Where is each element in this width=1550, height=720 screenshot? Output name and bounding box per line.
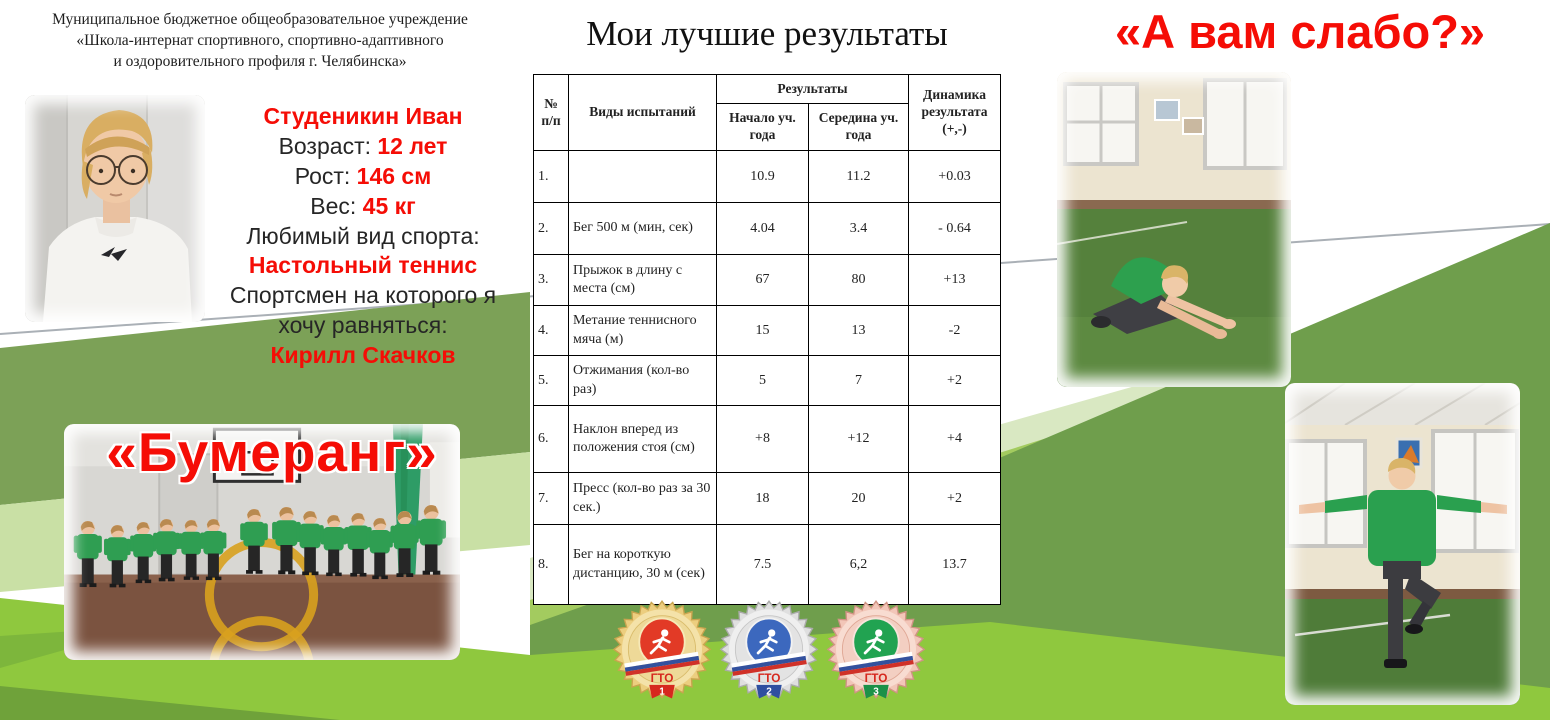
- cell-num: 6.: [533, 405, 569, 473]
- table-row: 2. Бег 500 м (мин, сек) 4.04 3.4- 0.64: [533, 202, 1001, 255]
- svg-text:ГТО: ГТО: [758, 671, 781, 685]
- col-header-results: Результаты: [716, 74, 909, 104]
- student-name: Студеникин Иван: [263, 103, 463, 129]
- cell-start: 4.04: [716, 202, 809, 255]
- runner-icon: [649, 629, 671, 655]
- photo-team-group: [64, 424, 460, 660]
- favorite-sport-label: Любимый вид спорта:: [246, 222, 480, 249]
- photo-student-portrait: [25, 95, 205, 322]
- cell-mid: 80: [808, 254, 909, 306]
- cell-num: 1.: [533, 150, 569, 203]
- school-name: Муниципальное бюджетное общеобразователь…: [52, 11, 468, 70]
- table-row: 4. Метание теннисного мяча (м) 15 13 -2: [533, 305, 1001, 356]
- idol-label: Спортсмен на которого я хочу равняться:: [229, 282, 497, 339]
- cell-num: 4.: [533, 305, 569, 356]
- cell-mid: 20: [808, 472, 909, 525]
- student-height: Рост: 146 см: [294, 162, 432, 189]
- cell-mid: 7: [808, 355, 909, 406]
- cell-dyn: +4: [908, 405, 1001, 473]
- cell-dyn: +0.03: [908, 150, 1001, 203]
- cell-start: 15: [716, 305, 809, 356]
- gto-medal-1: ГТО 1: [612, 600, 712, 706]
- svg-text:1: 1: [659, 686, 665, 697]
- cell-mid: 6,2: [808, 524, 909, 605]
- cell-mid: 13: [808, 305, 909, 356]
- svg-text:ГТО: ГТО: [865, 671, 888, 685]
- photo-stretch-exercise: [1057, 72, 1291, 387]
- table-row: 6. Наклон вперед из положения стоя (см) +8…: [533, 405, 1001, 473]
- cell-test: Наклон вперед из положения стоя (см): [568, 405, 717, 473]
- cell-start: 10.9: [716, 150, 809, 203]
- col-header-start: Начало уч. года: [716, 103, 809, 151]
- results-title: Мои лучшие результаты: [586, 14, 948, 53]
- cell-mid: +12: [808, 405, 909, 473]
- svg-text:2: 2: [766, 686, 772, 697]
- cell-test: [568, 150, 717, 203]
- col-header-test: Виды испытаний: [568, 74, 717, 151]
- cell-test: Прыжок в длину с места (см): [568, 254, 717, 306]
- table-row: 5. Отжимания (кол-во раз) 5 7 +2: [533, 355, 1001, 406]
- team-title: «Бумеранг»: [106, 421, 438, 483]
- col-header-mid: Середина уч. года: [808, 103, 909, 151]
- cell-num: 8.: [533, 524, 569, 605]
- cell-mid: 11.2: [808, 150, 909, 203]
- cell-start: 5: [716, 355, 809, 406]
- student-profile: Студеникин Иван Возраст: 12 лет Рост: 14…: [212, 102, 514, 371]
- svg-text:ГТО: ГТО: [651, 671, 674, 685]
- table-row: 7. Пресс (кол-во раз за 30 сек.) 18 20 +2: [533, 472, 1001, 525]
- cell-dyn: -2: [908, 305, 1001, 356]
- cell-dyn: +2: [908, 472, 1001, 525]
- cell-num: 2.: [533, 202, 569, 255]
- cell-start: 18: [716, 472, 809, 525]
- runner-icon: [756, 629, 778, 655]
- cell-mid: 3.4: [808, 202, 909, 255]
- cell-dyn: +2: [908, 355, 1001, 406]
- cell-num: 5.: [533, 355, 569, 406]
- favorite-sport-value: Настольный теннис: [248, 252, 478, 279]
- cell-dyn: +13: [908, 254, 1001, 306]
- cell-test: Отжимания (кол-во раз): [568, 355, 717, 406]
- student-age: Возраст: 12 лет: [278, 132, 448, 159]
- runner-icon: [863, 629, 885, 655]
- cell-start: 67: [716, 254, 809, 306]
- cell-start: 7.5: [716, 524, 809, 605]
- table-row: 8. Бег на короткую дистанцию, 30 м (сек) 7…: [533, 524, 1001, 605]
- challenge-title: «А вам слабо?»: [1114, 5, 1486, 58]
- table-row: 1. 10.9 11.2 +0.03: [533, 150, 1001, 203]
- gto-medals: ГТО 1 ГТО: [612, 600, 926, 706]
- results-table: № п/п Виды испытаний Результаты Динамика…: [533, 74, 1001, 605]
- gto-medal-2: ГТО 2: [719, 600, 819, 706]
- idol-value: Кирилл Скачков: [270, 342, 456, 369]
- svg-text:3: 3: [873, 686, 879, 697]
- cell-test: Пресс (кол-во раз за 30 сек.): [568, 472, 717, 525]
- gto-medal-3: ГТО 3: [826, 600, 926, 706]
- student-weight: Вес: 45 кг: [310, 192, 416, 219]
- col-header-num: № п/п: [533, 74, 569, 151]
- cell-dyn: 13.7: [908, 524, 1001, 605]
- cell-num: 7.: [533, 472, 569, 525]
- cell-start: +8: [716, 405, 809, 473]
- col-header-dynamics: Динамика результата (+,-): [908, 74, 1001, 151]
- cell-test: Бег на короткую дистанцию, 30 м (сек): [568, 524, 717, 605]
- cell-dyn: - 0.64: [908, 202, 1001, 255]
- table-row: 3. Прыжок в длину с места (см) 67 80 +13: [533, 254, 1001, 306]
- cell-test: Метание теннисного мяча (м): [568, 305, 717, 356]
- cell-num: 3.: [533, 254, 569, 306]
- cell-test: Бег 500 м (мин, сек): [568, 202, 717, 255]
- photo-balance-exercise: [1285, 383, 1520, 705]
